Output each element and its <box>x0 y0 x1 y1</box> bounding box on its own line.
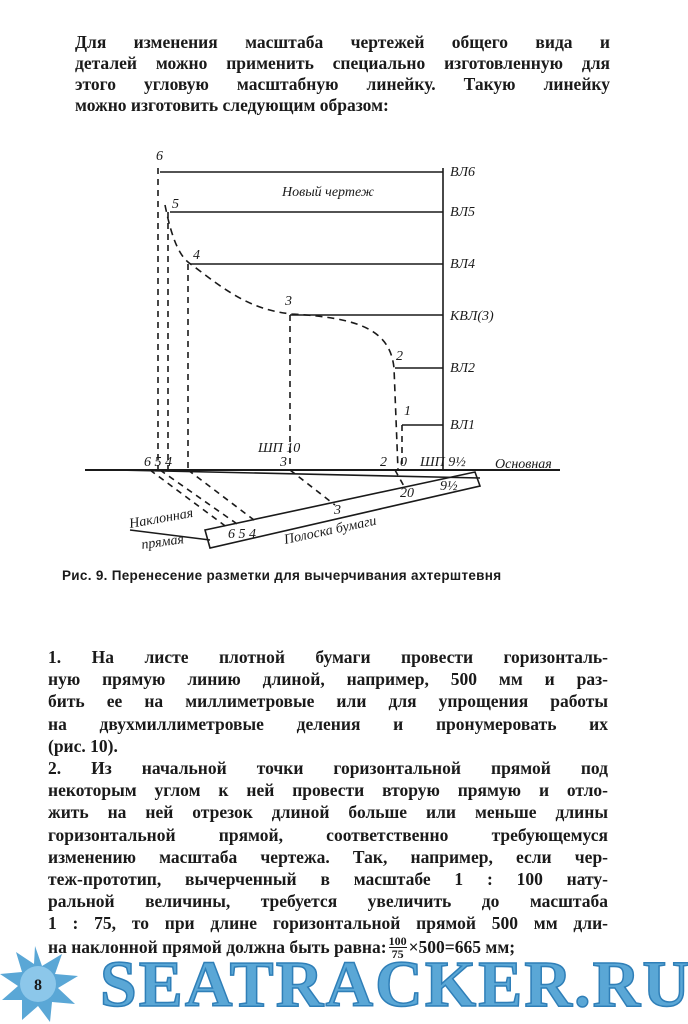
point-label: 5 <box>172 197 179 212</box>
base-label: 2 <box>380 455 387 470</box>
strip-label: 20 <box>400 486 414 501</box>
line-label: ВЛ4 <box>450 257 475 272</box>
text-line: 1 : 75, то при длине горизонтальной прям… <box>48 913 608 934</box>
line-label: КВЛ(3) <box>449 309 494 324</box>
strip-label: 6 5 4 <box>228 527 256 542</box>
figure-caption: Рис. 9. Перенесение разметки для вычерчи… <box>62 568 502 583</box>
line-label: Наклонная <box>127 506 194 532</box>
watermark-area: 8 SEATRACKER.RU <box>0 946 688 1022</box>
point-label: 3 <box>284 294 292 309</box>
text-line: бить ее на миллиметровые или для упрощен… <box>48 691 608 712</box>
line-label: ВЛ1 <box>450 418 475 433</box>
line-label: ВЛ5 <box>450 205 475 220</box>
watermark: SEATRACKER.RU <box>100 948 688 1021</box>
point-label: 2 <box>396 349 403 364</box>
text-line: (рис. 10). <box>48 735 118 756</box>
point-label: 1 <box>404 404 411 419</box>
text-line: горизонтальной прямой, соответственно тр… <box>48 824 608 845</box>
strip-label: 3 <box>333 503 341 518</box>
text-line: 2. Из начальной точки горизонтальной пря… <box>48 758 608 778</box>
point-label: 4 <box>193 248 200 263</box>
line-label: ВЛ6 <box>450 165 475 180</box>
intro-paragraph: Для изменения масштаба чертежей общего в… <box>75 32 610 116</box>
text-line: ную прямую линию длиной, например, 500 м… <box>48 669 608 690</box>
formula-line: на наклонной прямой должна быть равна: 1… <box>48 935 608 960</box>
base-label: 6 5 4 <box>144 455 172 470</box>
text-line: Для изменения масштаба чертежей общего в… <box>75 32 610 52</box>
fraction: 100 75 <box>388 934 407 961</box>
axis-label: ШП 10 <box>257 441 300 456</box>
line-label: Основная <box>495 457 552 472</box>
point-label: 6 <box>156 149 163 164</box>
axis-label: ШП 9½ <box>419 455 466 470</box>
text-line: на двухмиллиметровые деления и пронумеро… <box>48 713 608 734</box>
line-label: прямая <box>140 532 184 553</box>
region-label: Новый чертеж <box>281 185 374 200</box>
strip-label: 9½ <box>440 479 458 494</box>
text-line: деталей можно применить специально изгот… <box>75 53 610 73</box>
base-label: 3 <box>279 455 287 470</box>
text-line: этого угловую масштабную линейку. Такую … <box>75 74 610 94</box>
text-line: жить на ней отрезок длиной больше или ме… <box>48 802 608 823</box>
line-label: ВЛ2 <box>450 361 475 376</box>
paragraph: 2. Из начальной точки горизонтальной пря… <box>48 757 608 935</box>
denominator: 75 <box>391 947 404 961</box>
base-label: 0 <box>400 455 407 470</box>
page-number: 8 <box>34 977 42 994</box>
paragraph: 1. На листе плотной бумаги провести гори… <box>48 646 608 757</box>
text-line: можно изготовить следующим образом: <box>75 95 389 115</box>
text-line: 1. На листе плотной бумаги провести гори… <box>48 647 608 667</box>
strip-label: Полоска бумаги <box>282 514 378 548</box>
text: на наклонной прямой должна быть равна: <box>48 937 387 958</box>
numerator: 100 <box>388 934 407 948</box>
figure: 6 5 4 3 2 1 ВЛ6 ВЛ5 ВЛ4 КВЛ(3) ВЛ2 ВЛ1 Н… <box>85 149 560 553</box>
text-line: ральной величины, требуется увеличить до… <box>48 891 608 912</box>
text-line: изменению масштаба чертежа. Так, наприме… <box>48 846 608 867</box>
text-line: теж-прототип, вычерченный в масштабе 1 :… <box>48 868 608 889</box>
text-line: некоторым углом к ней провести вторую пр… <box>48 780 608 801</box>
text: ×500=665 мм; <box>408 937 516 958</box>
